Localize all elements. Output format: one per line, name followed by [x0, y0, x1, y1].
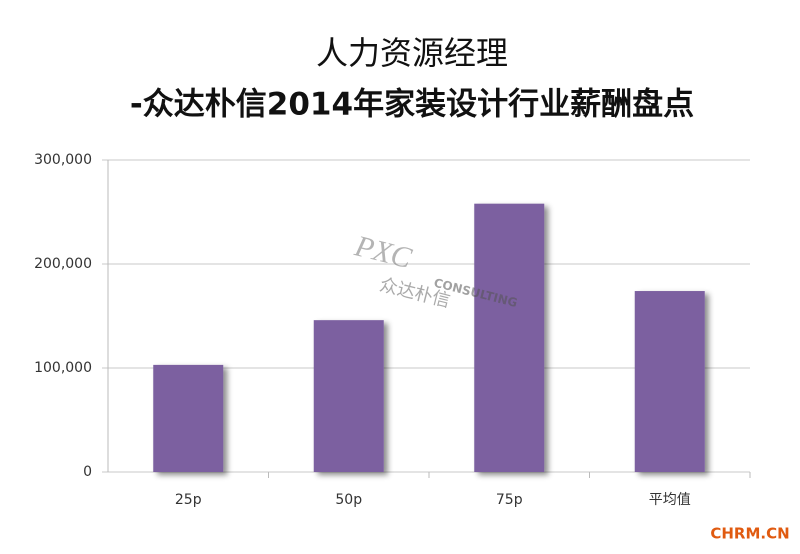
bar [474, 203, 545, 472]
x-tick-label: 75p [496, 492, 523, 508]
chart-title: 人力资源经理 [316, 34, 508, 72]
y-tick-label: 100,000 [34, 360, 92, 376]
bar [634, 291, 705, 472]
y-tick-label: 0 [83, 464, 92, 480]
chart-subtitle: -众达朴信2014年家装设计行业薪酬盘点 [130, 87, 694, 123]
y-tick-label: 200,000 [34, 256, 92, 272]
x-tick-label: 50p [335, 492, 362, 508]
y-tick-label: 300,000 [34, 152, 92, 168]
bar [313, 320, 384, 472]
watermark: CHRM.CN [710, 525, 789, 543]
x-tick-label: 平均值 [649, 492, 691, 508]
bar [153, 364, 224, 472]
x-tick-label: 25p [175, 492, 202, 508]
plot-area: 0 100,000 200,000 300,000 25p 50p 75p 平均值 [34, 152, 751, 508]
